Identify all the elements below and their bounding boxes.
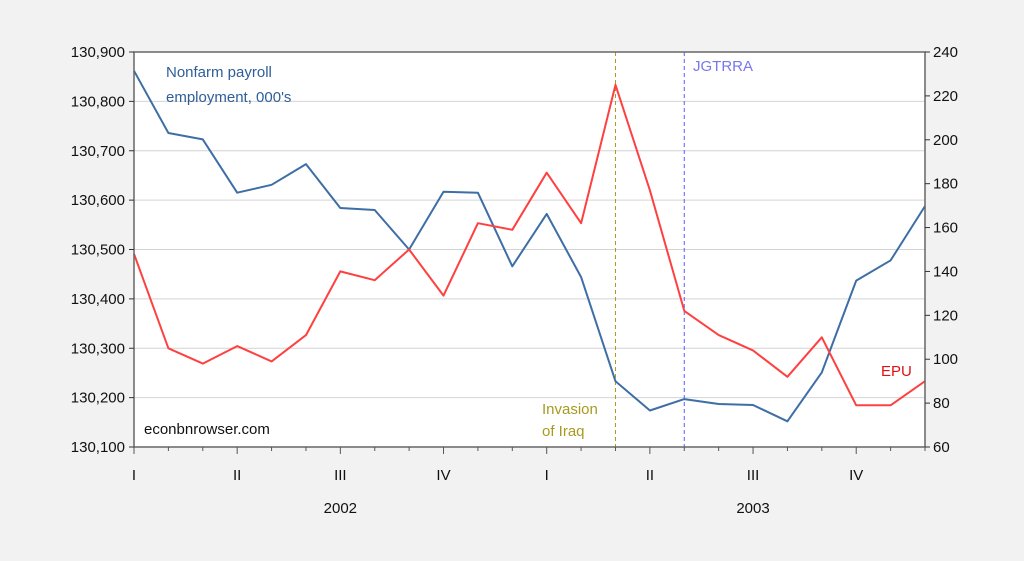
left-tick-label: 130,400: [71, 291, 125, 308]
epu-series-label: EPU: [881, 363, 912, 380]
invasion-label-line2: of Iraq: [542, 423, 585, 440]
year-label: 2002: [324, 500, 357, 517]
right-tick-label: 100: [933, 351, 958, 368]
epu-line: [133, 83, 926, 407]
right-tick-label: 80: [933, 395, 950, 412]
right-tick-label: 240: [933, 44, 958, 61]
right-tick-label: 60: [933, 439, 950, 456]
quarter-label: I: [545, 467, 549, 484]
quarter-label: II: [646, 467, 654, 484]
quarter-label: I: [132, 467, 136, 484]
gridlines: [134, 100, 925, 399]
left-tick-label: 130,500: [71, 242, 125, 259]
data-series: [133, 70, 926, 423]
right-tick-label: 200: [933, 132, 958, 149]
payroll-line: [133, 70, 926, 423]
left-tick-label: 130,800: [71, 93, 125, 110]
right-tick-label: 220: [933, 88, 958, 105]
left-tick-label: 130,200: [71, 390, 125, 407]
jgtrra-label: JGTRRA: [693, 58, 753, 75]
quarter-label: III: [334, 467, 347, 484]
payroll-series-label: Nonfarm payroll: [166, 64, 272, 81]
quarter-label: IV: [849, 467, 863, 484]
right-tick-label: 120: [933, 307, 958, 324]
left-tick-label: 130,100: [71, 439, 125, 456]
left-tick-label: 130,900: [71, 44, 125, 61]
right-tick-label: 160: [933, 220, 958, 237]
payroll-series-label-line2: employment, 000's: [166, 89, 291, 106]
left-tick-label: 130,300: [71, 340, 125, 357]
quarter-label: II: [233, 467, 241, 484]
right-y-axis: 60 80 100 120 140 160 180 200 220 240: [925, 44, 958, 456]
right-tick-label: 140: [933, 263, 958, 280]
year-label: 2003: [736, 500, 769, 517]
watermark: econbnrowser.com: [144, 421, 270, 438]
quarter-label: III: [747, 467, 760, 484]
left-y-axis: 130,100 130,200 130,300 130,400 130,500 130,6…: [71, 44, 134, 456]
right-tick-label: 180: [933, 176, 958, 193]
quarter-label: IV: [436, 467, 450, 484]
left-tick-label: 130,600: [71, 192, 125, 209]
left-tick-label: 130,700: [71, 143, 125, 160]
invasion-label: Invasion: [542, 401, 598, 418]
